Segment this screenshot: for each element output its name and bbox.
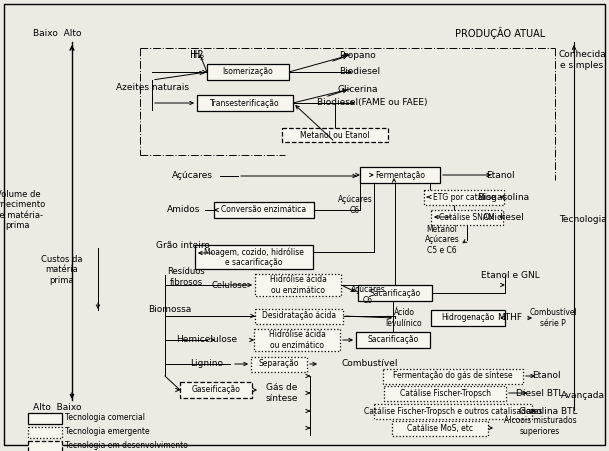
Text: Oxidiesel: Oxidiesel xyxy=(482,212,524,221)
Bar xyxy=(374,404,532,419)
Text: Metanol
Açúcares
C5 e C6: Metanol Açúcares C5 e C6 xyxy=(424,225,459,255)
Bar xyxy=(383,368,523,383)
Text: Isomerização: Isomerização xyxy=(223,68,273,77)
Text: Combustível: Combustível xyxy=(342,359,398,368)
Text: Etanol: Etanol xyxy=(486,170,515,179)
Text: Celulose: Celulose xyxy=(212,281,248,290)
Text: Custos da
matéria
prima: Custos da matéria prima xyxy=(41,255,83,285)
Text: Gás de
síntese: Gás de síntese xyxy=(266,383,298,403)
Bar xyxy=(28,413,62,423)
Text: H: H xyxy=(193,50,201,60)
Text: 2: 2 xyxy=(200,55,204,61)
Text: Hidrogenação: Hidrogenação xyxy=(442,313,495,322)
Bar xyxy=(195,245,313,269)
Text: Avançada: Avançada xyxy=(561,391,605,400)
Bar xyxy=(28,441,62,451)
Bar xyxy=(356,332,430,348)
Text: Grão inteiro: Grão inteiro xyxy=(156,240,210,249)
Text: Tecnologia emergente: Tecnologia emergente xyxy=(65,428,150,437)
Text: Biodiesel: Biodiesel xyxy=(339,68,381,77)
Text: Biomossa: Biomossa xyxy=(149,305,192,314)
Bar xyxy=(255,274,341,296)
Bar xyxy=(251,356,307,372)
Text: Moagem, cozido, hidrólise
e sacarificação: Moagem, cozido, hidrólise e sacarificaçã… xyxy=(204,247,304,267)
Text: Azeites naturais: Azeites naturais xyxy=(116,83,189,92)
Text: Volume de
fornecimento
de matéria-
prima: Volume de fornecimento de matéria- prima xyxy=(0,190,46,230)
Bar xyxy=(197,95,293,111)
Bar xyxy=(255,308,343,323)
Text: Fermentação: Fermentação xyxy=(375,170,425,179)
Text: Tecnologia em desenvolvimento: Tecnologia em desenvolvimento xyxy=(65,442,188,451)
Bar xyxy=(384,386,506,400)
Text: PRODUÇÃO ATUAL: PRODUÇÃO ATUAL xyxy=(455,27,545,39)
Text: Lignino: Lignino xyxy=(191,359,224,368)
Text: Conversão enzimática: Conversão enzimática xyxy=(222,206,306,215)
Text: Biodiesel(FAME ou FAEE): Biodiesel(FAME ou FAEE) xyxy=(317,98,428,107)
Text: Açúcares: Açúcares xyxy=(172,171,213,180)
Bar xyxy=(431,210,503,225)
Bar xyxy=(254,329,340,351)
Text: Desidratação ácida: Desidratação ácida xyxy=(262,312,336,321)
Text: ETG por catálise: ETG por catálise xyxy=(432,193,495,202)
Text: Alto  Baixo: Alto Baixo xyxy=(33,402,81,411)
Text: Tecnologia: Tecnologia xyxy=(559,216,607,225)
Bar xyxy=(180,382,252,398)
Text: Catálise SNAM: Catálise SNAM xyxy=(439,212,495,221)
Bar xyxy=(358,285,432,301)
Bar xyxy=(28,427,62,437)
Text: Transesterificação: Transesterificação xyxy=(210,98,280,107)
Text: H2: H2 xyxy=(190,50,204,60)
Text: Gasolina BTL: Gasolina BTL xyxy=(519,406,577,415)
Bar xyxy=(207,64,289,80)
Text: Etanol e GNL: Etanol e GNL xyxy=(481,271,540,280)
Text: Hemicelulose: Hemicelulose xyxy=(177,336,238,345)
Text: Etanol: Etanol xyxy=(532,372,560,381)
Text: Baixo  Alto: Baixo Alto xyxy=(33,28,81,37)
Text: Combustível
série P: Combustível série P xyxy=(529,308,577,328)
Text: Amidos: Amidos xyxy=(167,206,201,215)
Text: Ácido
levulínico: Ácido levulínico xyxy=(385,308,422,328)
Text: Catálise MoS, etc: Catálise MoS, etc xyxy=(407,423,473,433)
Text: Fermentação do gás de síntese: Fermentação do gás de síntese xyxy=(393,372,513,381)
Bar xyxy=(214,202,314,218)
Text: Glicerina: Glicerina xyxy=(338,84,378,93)
Text: Propano: Propano xyxy=(340,51,376,60)
Text: Diesel BTL: Diesel BTL xyxy=(516,388,564,397)
Text: Conhecida
e simples: Conhecida e simples xyxy=(558,51,606,70)
Text: Metanol ou Etanol: Metanol ou Etanol xyxy=(300,130,370,139)
Text: Gaseificação: Gaseificação xyxy=(192,386,241,395)
Text: Sacarificação: Sacarificação xyxy=(370,289,421,298)
Text: Biogasolina: Biogasolina xyxy=(477,193,529,202)
Text: Hidrólise ácida
ou enzimático: Hidrólise ácida ou enzimático xyxy=(269,331,325,350)
Bar xyxy=(424,189,504,204)
Text: Catálise Fischer-Tropsch: Catálise Fischer-Tropsch xyxy=(400,388,490,397)
Bar xyxy=(392,420,488,436)
Text: MTHF: MTHF xyxy=(498,313,523,322)
Bar xyxy=(282,128,388,142)
Text: Separação: Separação xyxy=(259,359,299,368)
Text: Álcoois misturados
superiores: Álcoois misturados superiores xyxy=(504,416,576,436)
Text: Tecnologia comercial: Tecnologia comercial xyxy=(65,414,145,423)
Text: Sacarificação: Sacarificação xyxy=(367,336,418,345)
Text: Hidrólise ácida
ou enzimático: Hidrólise ácida ou enzimático xyxy=(270,276,326,295)
Text: Catálise Fischer-Tropsch e outros catalisadores: Catálise Fischer-Tropsch e outros catali… xyxy=(364,406,542,415)
Text: Resíduos
fibrosos: Resíduos fibrosos xyxy=(167,267,205,287)
Text: Açúcares
C6: Açúcares C6 xyxy=(351,285,385,305)
Bar xyxy=(431,310,505,326)
Text: Açúcares
C6: Açúcares C6 xyxy=(337,195,372,215)
Bar xyxy=(360,167,440,183)
